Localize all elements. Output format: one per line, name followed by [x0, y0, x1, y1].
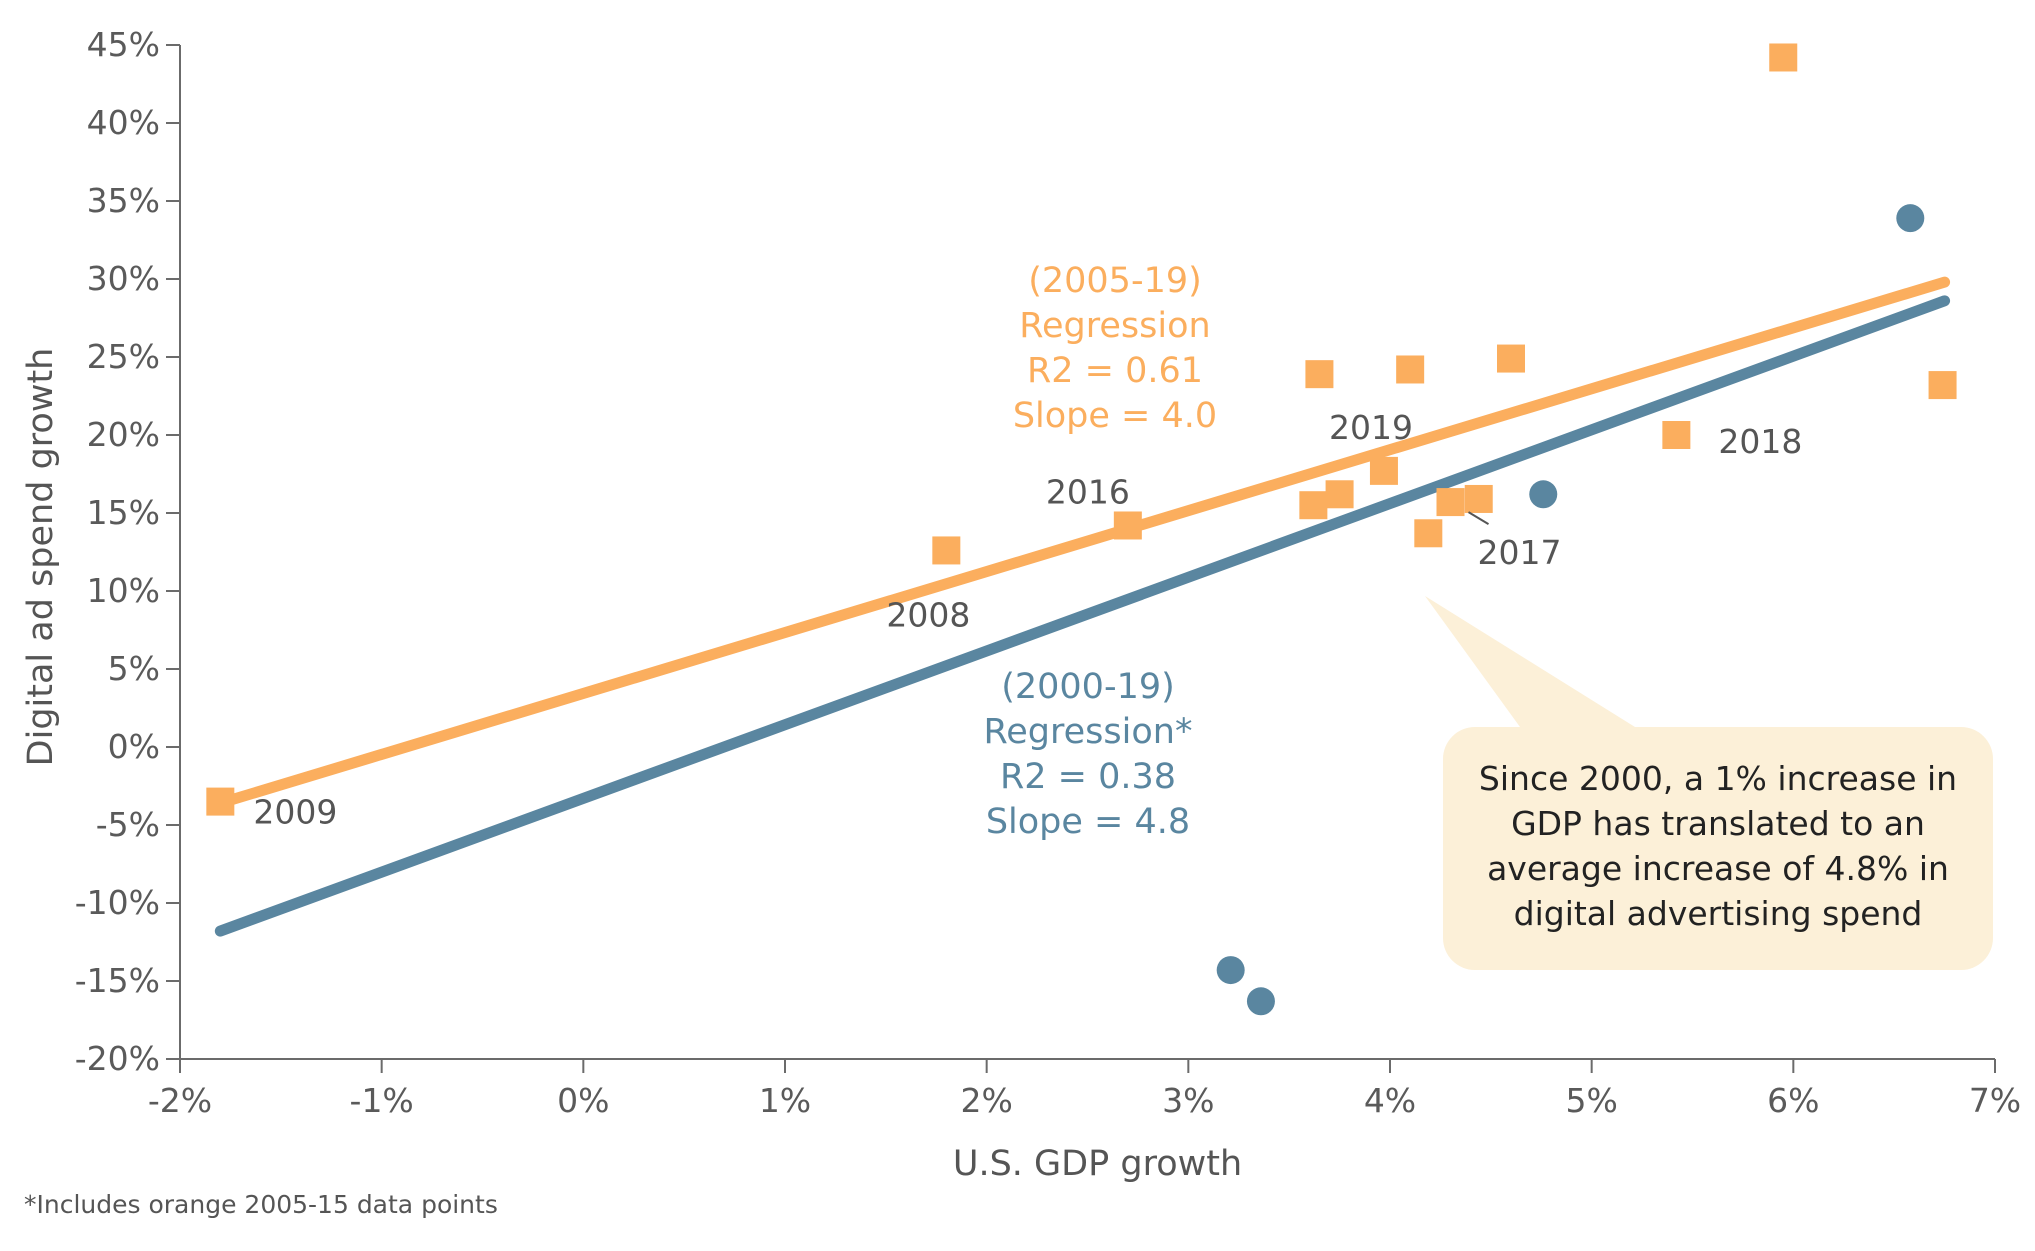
- regression-label-2000-19: R2 = 0.38: [1000, 757, 1176, 797]
- regression-label-2000-19: Slope = 4.8: [986, 802, 1190, 842]
- year-label-2016: 2016: [1046, 472, 1130, 511]
- data-point-square: [1396, 355, 1425, 384]
- x-tick-label: 7%: [1969, 1081, 2021, 1120]
- regression-label-2005-19: Regression: [1019, 306, 1210, 346]
- y-tick-label: 0%: [108, 727, 160, 766]
- data-point-square: [1497, 344, 1525, 373]
- callout-text-line: average increase of 4.8% in: [1487, 849, 1949, 888]
- x-tick-label: 2%: [960, 1081, 1012, 1120]
- data-point-circle: [1246, 987, 1275, 1016]
- data-point-square: [1299, 491, 1328, 520]
- callout-box: [1443, 727, 1993, 970]
- data-point-square: [1414, 519, 1443, 548]
- data-points: [206, 43, 1957, 1016]
- y-tick-label: 15%: [87, 493, 160, 532]
- data-point-square: [1662, 421, 1691, 449]
- data-point-square: [1369, 456, 1398, 485]
- year-label-2018: 2018: [1718, 422, 1802, 461]
- data-point-circle: [1216, 956, 1245, 985]
- x-tick-label: 1%: [759, 1081, 811, 1120]
- x-tick-label: 5%: [1565, 1081, 1617, 1120]
- y-tick-label: -20%: [75, 1039, 160, 1078]
- axes-layer: -20% -15% -10% -5% 0% 5% 10% 15% 20% 25% 30% 35% 40%…: [21, 25, 2021, 1184]
- year-label-2008: 2008: [886, 595, 970, 634]
- x-axis-title: U.S. GDP growth: [953, 1144, 1242, 1184]
- y-tick-label: 40%: [87, 103, 160, 142]
- regression-label-2005-19: (2005-19): [1028, 261, 1202, 301]
- regression-label-2000-19: (2000-19): [1001, 667, 1175, 707]
- y-tick-label: 5%: [108, 649, 160, 688]
- y-tick-label: 10%: [87, 571, 160, 610]
- x-tick-label: 4%: [1364, 1081, 1416, 1120]
- y-tick-label: 25%: [87, 337, 160, 376]
- y-axis-title: Digital ad spend growth: [21, 348, 61, 767]
- x-tick-label: -1%: [350, 1081, 414, 1120]
- leader-line-2017: [1467, 511, 1490, 525]
- y-tick-label: 20%: [87, 415, 160, 454]
- x-tick-label: 0%: [557, 1081, 609, 1120]
- x-tick-label: -2%: [148, 1081, 212, 1120]
- year-label-2019: 2019: [1329, 408, 1413, 447]
- regression-label-2000-19: Regression*: [984, 712, 1193, 752]
- regression-lines: [214, 276, 1951, 937]
- y-tick-label: -15%: [75, 961, 160, 1000]
- footnote: *Includes orange 2005-15 data points: [24, 1190, 498, 1219]
- y-tick-label: -5%: [96, 805, 160, 844]
- y-tick-label: 45%: [87, 25, 160, 64]
- data-point-square: [932, 536, 961, 565]
- data-point-circle: [1529, 480, 1558, 509]
- y-tick-label: 35%: [87, 181, 160, 220]
- y-tick-label: -10%: [75, 883, 160, 922]
- regression-label-2005-19: Slope = 4.0: [1013, 396, 1217, 436]
- regression-line-2000-19: [214, 295, 1951, 937]
- year-label-2009: 2009: [253, 793, 337, 832]
- data-point-square: [1113, 511, 1142, 540]
- year-label-2017: 2017: [1478, 533, 1562, 572]
- data-point-square: [206, 787, 235, 816]
- x-tick-label: 3%: [1162, 1081, 1214, 1120]
- data-point-square: [1305, 360, 1334, 389]
- callout-text-line: Since 2000, a 1% increase in: [1479, 759, 1957, 798]
- data-point-square: [1436, 488, 1465, 517]
- data-point-square: [1325, 480, 1354, 509]
- data-point-square: [1928, 371, 1957, 400]
- callout-text-line: GDP has translated to an: [1511, 804, 1925, 843]
- regression-label-2005-19: R2 = 0.61: [1027, 351, 1203, 391]
- annotation-callout: Since 2000, a 1% increase in GDP has tran…: [1425, 596, 1993, 970]
- labels-layer: (2005-19) Regression R2 = 0.61 Slope = 4.0 (…: [24, 261, 1802, 1219]
- data-point-square: [1464, 484, 1493, 513]
- regression-line-2005-19: [214, 276, 1951, 809]
- data-point-circle: [1896, 204, 1925, 233]
- callout-text-line: digital advertising spend: [1514, 894, 1923, 933]
- y-tick-label: 30%: [87, 259, 160, 298]
- x-tick-label: 6%: [1767, 1081, 1819, 1120]
- callout-pointer: [1425, 596, 1635, 727]
- data-point-square: [1769, 43, 1798, 72]
